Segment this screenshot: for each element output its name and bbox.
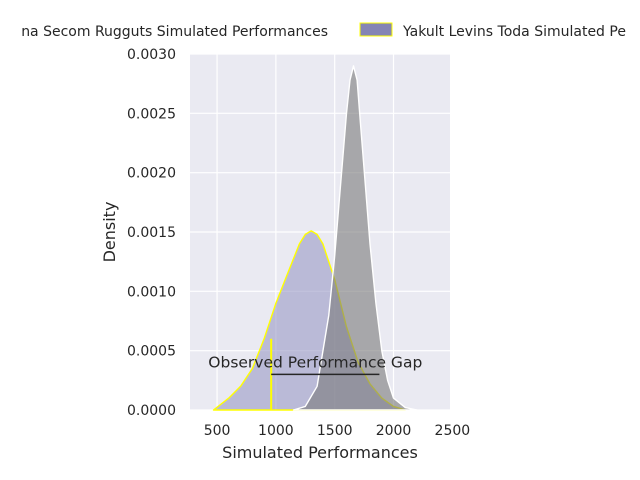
x-axis-label: Simulated Performances — [222, 443, 418, 462]
legend-swatch-series-2 — [359, 22, 393, 37]
density-area-series-2 — [292, 65, 418, 411]
y-tick-label: 0.0005 — [127, 344, 176, 360]
legend-label-series-2: Yakult Levins Toda Simulated Pe — [402, 24, 626, 40]
legend: na Secom Rugguts Simulated Performances … — [21, 22, 626, 40]
grid — [190, 53, 453, 411]
y-tick-label: 0.0010 — [127, 284, 176, 300]
y-tick-label: 0.0000 — [127, 403, 176, 419]
y-axis-ticks: 0.0000 0.0005 0.0010 0.0015 0.0020 0.0025 0.00… — [127, 47, 176, 419]
y-axis-label: Density — [100, 202, 119, 263]
x-tick-label: 1500 — [317, 423, 353, 439]
legend-label-series-1: na Secom Rugguts Simulated Performances — [21, 24, 328, 40]
y-tick-label: 0.0020 — [127, 166, 176, 182]
annotation-layer: Observed Performance Gap — [208, 338, 422, 410]
gap-annotation: Observed Performance Gap — [208, 353, 422, 371]
x-tick-label: 2500 — [435, 423, 471, 439]
x-tick-label: 2000 — [376, 423, 412, 439]
x-tick-label: 500 — [204, 423, 231, 439]
y-tick-label: 0.0030 — [127, 47, 176, 63]
y-tick-label: 0.0025 — [127, 106, 176, 122]
x-axis-ticks: 500 1000 1500 2000 2500 — [204, 423, 470, 439]
series-layer — [212, 65, 418, 411]
y-tick-label: 0.0015 — [127, 225, 176, 241]
x-tick-label: 1000 — [258, 423, 294, 439]
